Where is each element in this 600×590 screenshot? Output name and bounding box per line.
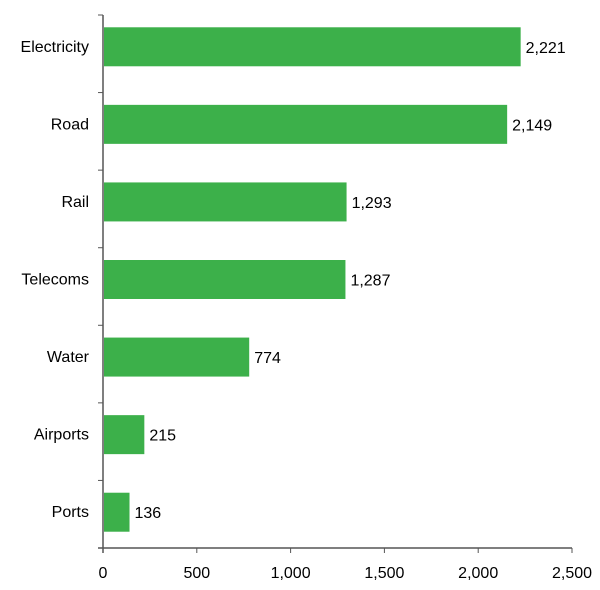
value-label: 2,149: [512, 117, 552, 134]
x-tick-label: 500: [183, 565, 210, 582]
value-label: 1,287: [350, 273, 390, 290]
bar: [104, 415, 145, 455]
x-tick-label: 1,000: [271, 565, 311, 582]
x-tick-label: 2,500: [552, 565, 592, 582]
value-label: 136: [135, 505, 162, 522]
bar: [104, 260, 346, 299]
bar: [104, 492, 130, 532]
category-label: Airports: [34, 427, 89, 444]
bar: [104, 182, 347, 222]
category-label: Rail: [61, 194, 89, 211]
bar: [104, 27, 521, 67]
category-label: Telecoms: [21, 272, 89, 289]
x-tick-label: 1,500: [364, 565, 404, 582]
category-label: Ports: [52, 504, 89, 521]
x-tick-label: 2,000: [458, 565, 498, 582]
bar: [104, 337, 250, 377]
bar: [104, 104, 508, 144]
value-label: 2,221: [526, 40, 566, 57]
category-label: Road: [51, 116, 89, 133]
x-tick-label: 0: [99, 565, 108, 582]
value-label: 1,293: [352, 195, 392, 212]
category-label: Electricity: [21, 39, 89, 56]
category-label: Water: [47, 349, 90, 366]
value-label: 774: [254, 350, 281, 367]
value-label: 215: [149, 428, 176, 445]
